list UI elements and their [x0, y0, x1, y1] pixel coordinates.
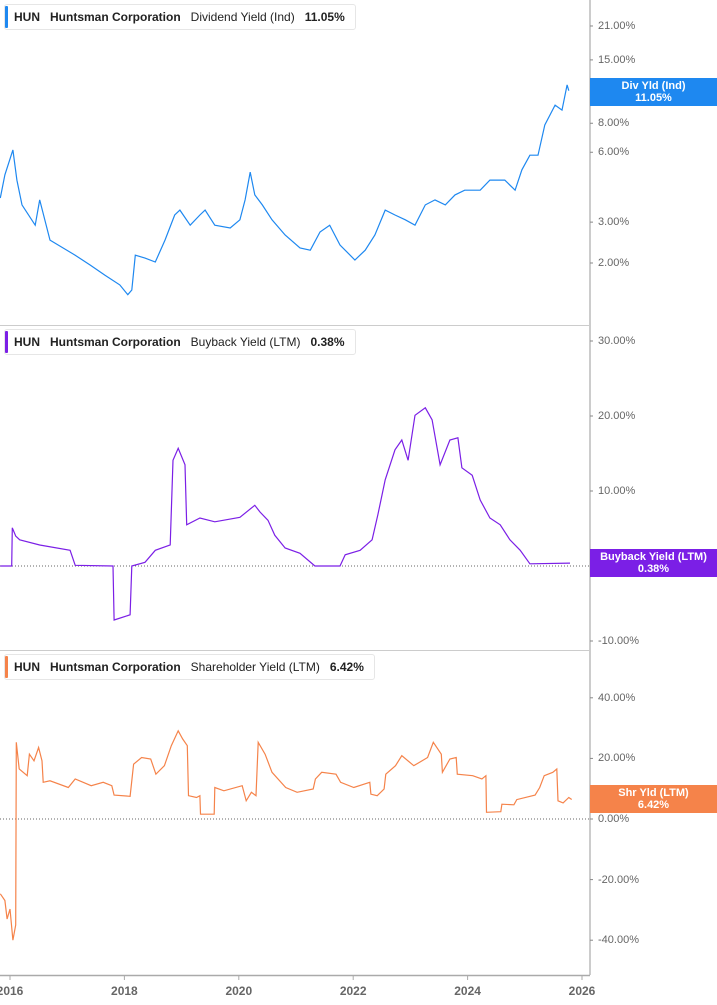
series-line: [0, 406, 571, 621]
badge-value: 6.42%: [637, 799, 670, 811]
y-tick-label: -10.00%: [598, 635, 639, 647]
x-tick-label: 2026: [568, 984, 596, 998]
last-value-badge: Buyback Yield (LTM) 0.38%: [590, 549, 717, 577]
badge-label: Shr Yld (LTM): [618, 787, 689, 799]
panel-1: [0, 25, 593, 296]
legend-2: HUN Huntsman Corporation Buyback Yield (LT…: [4, 329, 356, 355]
y-tick-label: 2.00%: [598, 257, 630, 269]
y-tick-label: 20.00%: [598, 752, 636, 765]
y-tick-label: 40.00%: [598, 691, 636, 704]
y-tick-label: 8.00%: [598, 117, 630, 130]
y-tick-label: 30.00%: [598, 335, 636, 347]
x-tick-label: 2020: [225, 984, 253, 998]
y-tick-label: 15.00%: [598, 53, 636, 66]
legend-company: Huntsman Corporation: [50, 335, 181, 349]
y-tick-label: 20.00%: [598, 410, 636, 422]
legend-metric: Buyback Yield (LTM): [190, 335, 301, 349]
y-tick-label: 6.00%: [598, 146, 630, 159]
legend-ticker: HUN: [14, 335, 40, 349]
badge-value: 11.05%: [635, 92, 672, 104]
x-tick-label: 2024: [454, 984, 481, 998]
y-tick-label: 10.00%: [598, 485, 636, 497]
y-tick-label: 21.00%: [598, 19, 636, 32]
legend-1: HUN Huntsman Corporation Dividend Yield (I…: [4, 4, 356, 30]
badge-label: Buyback Yield (LTM): [600, 551, 707, 563]
legend-ticker: HUN: [14, 660, 40, 674]
series-line: [0, 729, 573, 941]
series-line: [0, 84, 570, 296]
legend-metric: Dividend Yield (Ind): [190, 10, 295, 24]
x-tick-label: 2016: [0, 984, 24, 998]
legend-3: HUN Huntsman Corporation Shareholder Yield…: [4, 654, 375, 680]
badge-value: 0.38%: [637, 563, 670, 575]
legend-value: 11.05%: [304, 10, 345, 24]
y-tick-label: -40.00%: [598, 934, 639, 947]
y-tick-label: -20.00%: [598, 873, 639, 886]
last-value-badge: Shr Yld (LTM) 6.42%: [590, 785, 717, 813]
panel-3: [0, 697, 593, 941]
x-tick-label: 2022: [339, 984, 367, 998]
legend-color-bar: [5, 6, 8, 28]
panel-2: [0, 340, 593, 642]
legend-color-bar: [5, 656, 8, 678]
x-tick-label: 2018: [111, 984, 138, 998]
y-tick-label: 0.00%: [598, 813, 630, 825]
legend-value: 0.38%: [310, 335, 345, 349]
legend-metric: Shareholder Yield (LTM): [190, 660, 320, 674]
legend-value: 6.42%: [329, 660, 364, 674]
legend-company: Huntsman Corporation: [50, 660, 181, 674]
y-tick-label: 3.00%: [598, 216, 630, 229]
last-value-badge: Div Yld (Ind) 11.05%: [590, 78, 717, 106]
legend-company: Huntsman Corporation: [50, 10, 181, 24]
badge-label: Div Yld (Ind): [621, 80, 686, 92]
legend-color-bar: [5, 331, 8, 353]
legend-ticker: HUN: [14, 10, 40, 24]
